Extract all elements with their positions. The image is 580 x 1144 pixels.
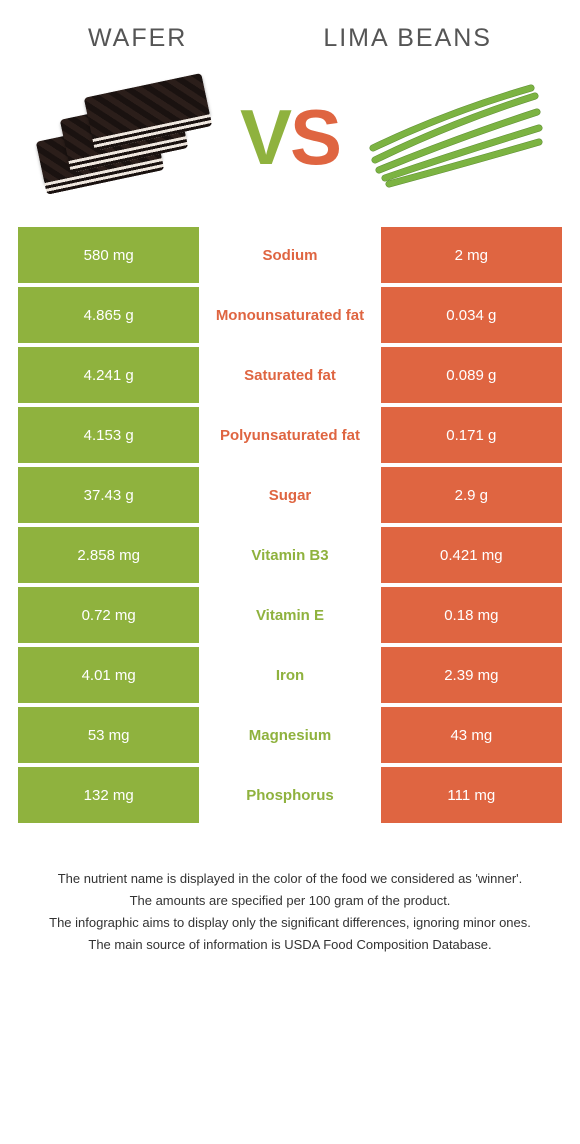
left-value-cell: 37.43 g <box>18 467 199 523</box>
nutrient-label-cell: Sugar <box>199 467 380 523</box>
left-value-cell: 4.01 mg <box>18 647 199 703</box>
vs-v: V <box>240 93 290 181</box>
table-row: 37.43 gSugar2.9 g <box>18 467 562 523</box>
table-row: 4.01 mgIron2.39 mg <box>18 647 562 703</box>
right-value-cell: 0.034 g <box>381 287 562 343</box>
table-row: 580 mgSodium2 mg <box>18 227 562 283</box>
table-row: 0.72 mgVitamin E0.18 mg <box>18 587 562 643</box>
footer-line: The amounts are specified per 100 gram o… <box>30 891 550 911</box>
table-row: 4.153 gPolyunsaturated fat0.171 g <box>18 407 562 463</box>
nutrient-label-cell: Saturated fat <box>199 347 380 403</box>
left-value-cell: 4.865 g <box>18 287 199 343</box>
footer-line: The infographic aims to display only the… <box>30 913 550 933</box>
left-value-cell: 2.858 mg <box>18 527 199 583</box>
nutrient-label-cell: Magnesium <box>199 707 380 763</box>
nutrient-label-cell: Phosphorus <box>199 767 380 823</box>
right-value-cell: 111 mg <box>381 767 562 823</box>
vs-label: VS <box>240 98 340 176</box>
hero-row: VS <box>0 67 580 227</box>
left-value-cell: 132 mg <box>18 767 199 823</box>
left-value-cell: 580 mg <box>18 227 199 283</box>
right-value-cell: 2.9 g <box>381 467 562 523</box>
vs-s: S <box>290 93 340 181</box>
table-row: 132 mgPhosphorus111 mg <box>18 767 562 823</box>
left-value-cell: 0.72 mg <box>18 587 199 643</box>
right-value-cell: 0.171 g <box>381 407 562 463</box>
left-food-image <box>22 77 232 197</box>
right-value-cell: 0.18 mg <box>381 587 562 643</box>
header: Wafer Lima beans <box>0 0 580 67</box>
nutrient-label-cell: Monounsaturated fat <box>199 287 380 343</box>
right-food-image <box>348 82 558 192</box>
table-row: 4.241 gSaturated fat0.089 g <box>18 347 562 403</box>
right-value-cell: 2.39 mg <box>381 647 562 703</box>
footer-line: The nutrient name is displayed in the co… <box>30 869 550 889</box>
table-row: 53 mgMagnesium43 mg <box>18 707 562 763</box>
right-food-title: Lima beans <box>323 24 492 53</box>
table-row: 2.858 mgVitamin B30.421 mg <box>18 527 562 583</box>
right-value-cell: 0.421 mg <box>381 527 562 583</box>
right-value-cell: 0.089 g <box>381 347 562 403</box>
left-value-cell: 53 mg <box>18 707 199 763</box>
left-value-cell: 4.153 g <box>18 407 199 463</box>
table-row: 4.865 gMonounsaturated fat0.034 g <box>18 287 562 343</box>
right-value-cell: 43 mg <box>381 707 562 763</box>
wafer-icon <box>37 77 217 197</box>
beans-icon <box>363 82 543 192</box>
footer-notes: The nutrient name is displayed in the co… <box>0 847 580 1008</box>
nutrient-label-cell: Sodium <box>199 227 380 283</box>
nutrient-label-cell: Vitamin B3 <box>199 527 380 583</box>
nutrient-label-cell: Vitamin E <box>199 587 380 643</box>
right-value-cell: 2 mg <box>381 227 562 283</box>
nutrient-label-cell: Iron <box>199 647 380 703</box>
left-value-cell: 4.241 g <box>18 347 199 403</box>
left-food-title: Wafer <box>88 24 187 53</box>
footer-line: The main source of information is USDA F… <box>30 935 550 955</box>
nutrient-label-cell: Polyunsaturated fat <box>199 407 380 463</box>
comparison-table: 580 mgSodium2 mg4.865 gMonounsaturated f… <box>0 227 580 847</box>
